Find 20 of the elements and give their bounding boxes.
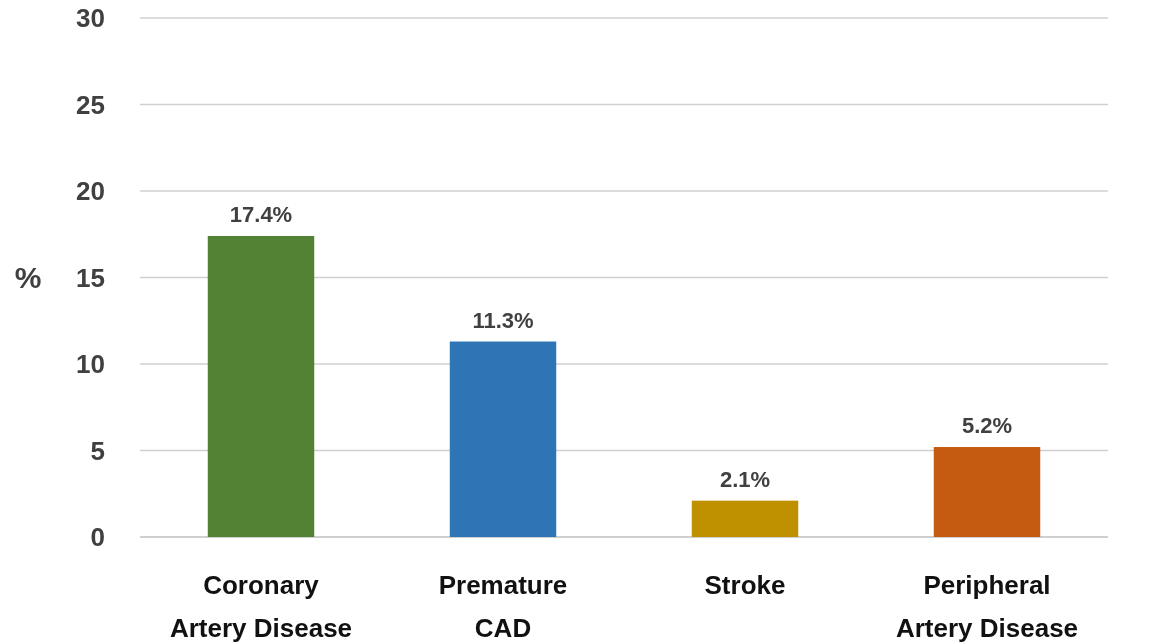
y-tick-label: 20 (76, 176, 105, 207)
data-label: 2.1% (719, 466, 771, 492)
y-tick-label: 15 (76, 262, 105, 293)
bar (449, 341, 557, 537)
data-label: 17.4% (229, 201, 293, 227)
y-tick-label: 5 (90, 435, 105, 466)
y-tick-label: 10 (76, 349, 105, 380)
data-label: 5.2% (961, 413, 1013, 439)
y-tick-label: 25 (76, 89, 105, 120)
x-tick-label: Stroke (704, 570, 786, 600)
y-tick-label: 0 (90, 522, 105, 553)
bar (691, 500, 799, 537)
y-tick-label: 30 (76, 3, 105, 34)
y-axis-title: % (14, 261, 42, 294)
x-tick-label: Coronary Artery Disease (169, 570, 353, 643)
bar (933, 447, 1041, 537)
data-label: 11.3% (472, 307, 534, 333)
x-tick-label: Peripheral Artery Disease (895, 570, 1079, 643)
x-tick-label: Premature CAD (438, 570, 568, 643)
bar (207, 235, 315, 537)
